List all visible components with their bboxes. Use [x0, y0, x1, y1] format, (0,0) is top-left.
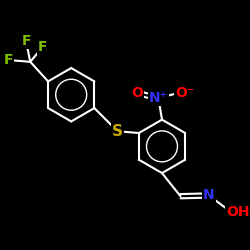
Text: N⁺: N⁺ — [149, 91, 168, 105]
Text: OH: OH — [226, 204, 250, 218]
Text: F: F — [21, 34, 31, 48]
Text: N: N — [203, 188, 215, 202]
Text: O: O — [131, 86, 143, 100]
Text: O⁻: O⁻ — [175, 86, 194, 100]
Text: F: F — [38, 40, 48, 54]
Text: S: S — [112, 124, 123, 139]
Text: F: F — [4, 53, 13, 67]
